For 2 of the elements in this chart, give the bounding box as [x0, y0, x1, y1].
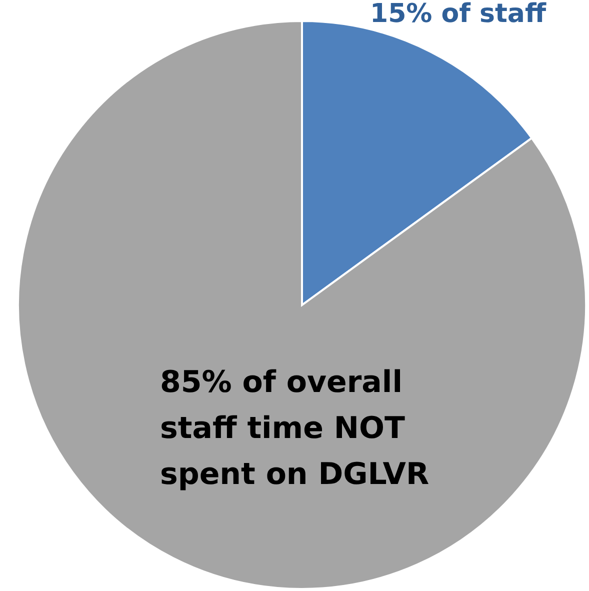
slice-label: 15% of staff [370, 0, 547, 29]
slice-label: 85% of overall staff time NOT spent on DGLVR [160, 365, 430, 492]
